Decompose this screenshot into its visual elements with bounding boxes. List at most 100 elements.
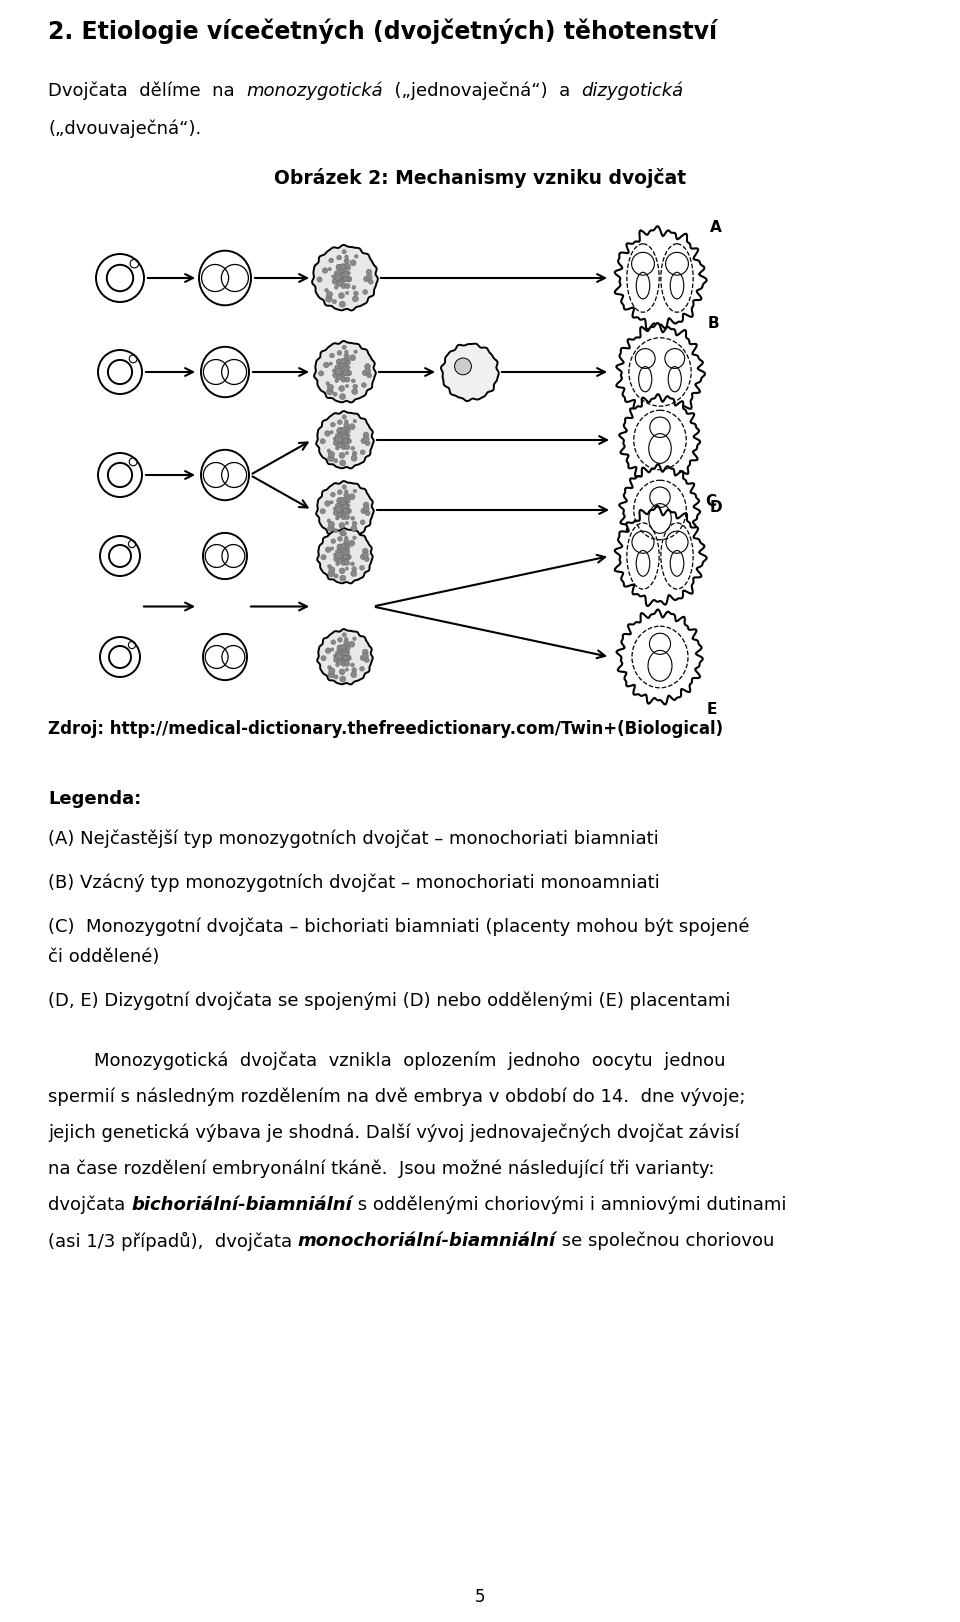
Circle shape xyxy=(360,655,366,660)
Circle shape xyxy=(364,657,370,663)
Circle shape xyxy=(334,529,338,532)
Circle shape xyxy=(326,388,333,394)
Circle shape xyxy=(344,650,348,655)
Circle shape xyxy=(343,438,348,443)
Circle shape xyxy=(341,543,346,548)
Circle shape xyxy=(332,370,335,371)
Circle shape xyxy=(340,274,345,281)
Circle shape xyxy=(330,647,334,650)
Circle shape xyxy=(345,514,349,519)
Circle shape xyxy=(333,657,340,663)
Circle shape xyxy=(339,302,346,307)
Circle shape xyxy=(346,568,348,571)
Circle shape xyxy=(325,295,332,302)
Circle shape xyxy=(339,508,344,514)
Circle shape xyxy=(330,547,334,550)
Circle shape xyxy=(353,350,357,354)
Circle shape xyxy=(350,571,357,577)
Circle shape xyxy=(347,360,350,365)
Circle shape xyxy=(337,490,343,495)
Circle shape xyxy=(346,292,348,295)
Circle shape xyxy=(353,290,358,295)
Circle shape xyxy=(325,547,331,553)
Circle shape xyxy=(340,498,346,503)
Circle shape xyxy=(344,365,348,370)
Circle shape xyxy=(345,560,349,566)
Circle shape xyxy=(366,274,372,281)
Circle shape xyxy=(341,504,348,511)
Circle shape xyxy=(362,370,368,376)
Circle shape xyxy=(347,650,349,654)
Text: bichoriální-biamniální: bichoriální-biamniální xyxy=(131,1195,351,1213)
Circle shape xyxy=(325,647,331,654)
Circle shape xyxy=(337,375,342,380)
Circle shape xyxy=(345,490,348,493)
Polygon shape xyxy=(312,245,378,310)
Circle shape xyxy=(333,440,340,446)
Circle shape xyxy=(327,564,331,568)
Circle shape xyxy=(340,264,346,269)
Circle shape xyxy=(334,675,338,680)
Circle shape xyxy=(325,381,329,386)
Circle shape xyxy=(361,438,367,444)
Circle shape xyxy=(333,371,339,378)
Circle shape xyxy=(347,435,350,438)
Text: dizygotická: dizygotická xyxy=(582,83,684,101)
Circle shape xyxy=(337,498,342,503)
Circle shape xyxy=(335,433,341,438)
Circle shape xyxy=(337,420,343,425)
Circle shape xyxy=(320,509,325,514)
Circle shape xyxy=(341,660,347,667)
Text: spermií s následným rozdělením na dvě embrya v období do 14.  dne vývoje;: spermií s následným rozdělením na dvě em… xyxy=(48,1088,746,1106)
Circle shape xyxy=(331,639,336,644)
Circle shape xyxy=(328,668,335,673)
Circle shape xyxy=(369,279,373,284)
Circle shape xyxy=(342,650,348,659)
Circle shape xyxy=(333,508,336,511)
Circle shape xyxy=(340,368,346,375)
Circle shape xyxy=(341,654,344,657)
Circle shape xyxy=(346,647,350,650)
Circle shape xyxy=(365,441,370,446)
Circle shape xyxy=(328,451,334,457)
Circle shape xyxy=(336,358,343,365)
Circle shape xyxy=(346,438,351,444)
Circle shape xyxy=(346,655,351,660)
Circle shape xyxy=(344,271,348,276)
Circle shape xyxy=(342,556,346,560)
Circle shape xyxy=(343,509,348,513)
Circle shape xyxy=(342,659,345,662)
Circle shape xyxy=(336,371,341,375)
Circle shape xyxy=(366,269,372,276)
Circle shape xyxy=(362,649,368,655)
Circle shape xyxy=(344,496,349,503)
Circle shape xyxy=(337,436,340,440)
Circle shape xyxy=(342,272,348,279)
Circle shape xyxy=(334,285,338,289)
Circle shape xyxy=(341,652,348,659)
Circle shape xyxy=(327,665,331,670)
Text: Monozygotická  dvojčata  vznikla  oplozením  jednoho  oocytu  jednou: Monozygotická dvojčata vznikla oplozením… xyxy=(48,1053,726,1071)
Text: (asi 1/3 případů),  dvojčata: (asi 1/3 případů), dvojčata xyxy=(48,1233,298,1251)
Circle shape xyxy=(335,368,342,375)
Circle shape xyxy=(341,514,347,519)
Circle shape xyxy=(327,384,333,391)
Circle shape xyxy=(343,368,348,373)
Circle shape xyxy=(339,453,345,459)
Circle shape xyxy=(332,300,336,303)
Circle shape xyxy=(345,444,349,449)
Circle shape xyxy=(337,428,343,435)
Circle shape xyxy=(352,637,356,641)
Circle shape xyxy=(342,272,346,276)
Circle shape xyxy=(336,506,343,513)
Circle shape xyxy=(367,373,372,378)
Circle shape xyxy=(343,555,348,560)
Circle shape xyxy=(342,532,347,535)
Circle shape xyxy=(351,380,355,383)
Circle shape xyxy=(340,358,346,363)
Circle shape xyxy=(360,566,365,571)
Text: či oddělené): či oddělené) xyxy=(48,947,159,967)
Circle shape xyxy=(337,543,343,550)
Circle shape xyxy=(350,663,354,667)
Text: Legenda:: Legenda: xyxy=(48,790,141,808)
